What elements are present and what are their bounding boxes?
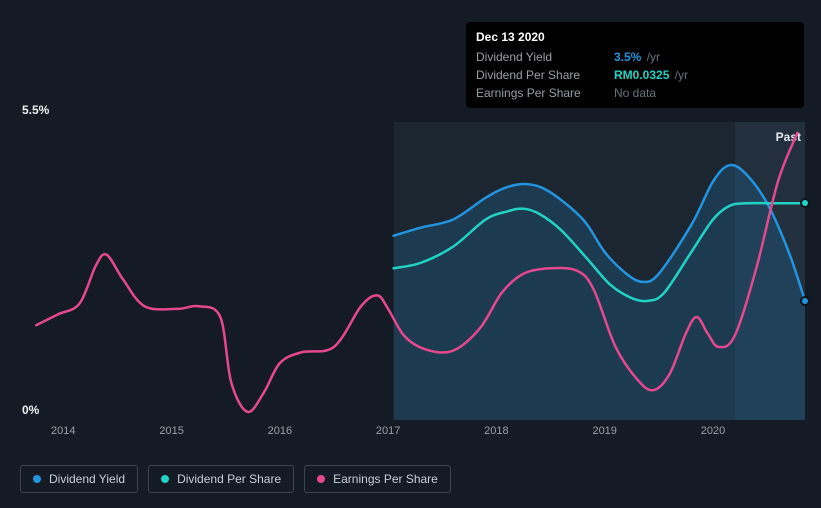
plot-area[interactable]: Past	[20, 122, 805, 420]
legend-item[interactable]: Dividend Yield	[20, 465, 138, 493]
tooltip-label: Dividend Yield	[476, 48, 590, 66]
legend-item[interactable]: Dividend Per Share	[148, 465, 294, 493]
tooltip-row: Dividend Per Share RM0.0325 /yr	[476, 66, 794, 84]
legend: Dividend Yield Dividend Per Share Earnings…	[20, 465, 451, 493]
chart: 5.5% 0% Past 201420152016201720182019202…	[20, 105, 805, 440]
chart-tooltip: Dec 13 2020 Dividend Yield3.5% /yrDivide…	[466, 22, 804, 108]
series-end-marker	[800, 296, 810, 306]
tooltip-date: Dec 13 2020	[476, 28, 794, 46]
x-axis: 2014 2015 2016 2017 2018 2019 2020	[20, 425, 805, 445]
series-end-marker	[800, 198, 810, 208]
tooltip-rows: Dividend Yield3.5% /yrDividend Per Share…	[476, 48, 794, 102]
chart-svg	[20, 122, 805, 420]
x-tick: 2016	[268, 425, 292, 437]
y-axis-top-label: 5.5%	[22, 103, 49, 117]
x-tick: 2017	[376, 425, 400, 437]
legend-dot-icon	[317, 475, 325, 483]
tooltip-value: No data	[614, 84, 656, 102]
x-tick: 2014	[51, 425, 75, 437]
tooltip-label: Earnings Per Share	[476, 84, 590, 102]
tooltip-value: RM0.0325 /yr	[614, 66, 688, 84]
x-tick: 2015	[159, 425, 183, 437]
x-tick: 2018	[484, 425, 508, 437]
tooltip-value: 3.5% /yr	[614, 48, 660, 66]
legend-item[interactable]: Earnings Per Share	[304, 465, 451, 493]
x-tick: 2020	[701, 425, 725, 437]
legend-label: Dividend Per Share	[177, 472, 281, 486]
legend-dot-icon	[33, 475, 41, 483]
x-tick: 2019	[592, 425, 616, 437]
legend-dot-icon	[161, 475, 169, 483]
legend-label: Earnings Per Share	[333, 472, 438, 486]
tooltip-row: Earnings Per Share No data	[476, 84, 794, 102]
tooltip-label: Dividend Per Share	[476, 66, 590, 84]
tooltip-row: Dividend Yield 3.5% /yr	[476, 48, 794, 66]
legend-label: Dividend Yield	[49, 472, 125, 486]
